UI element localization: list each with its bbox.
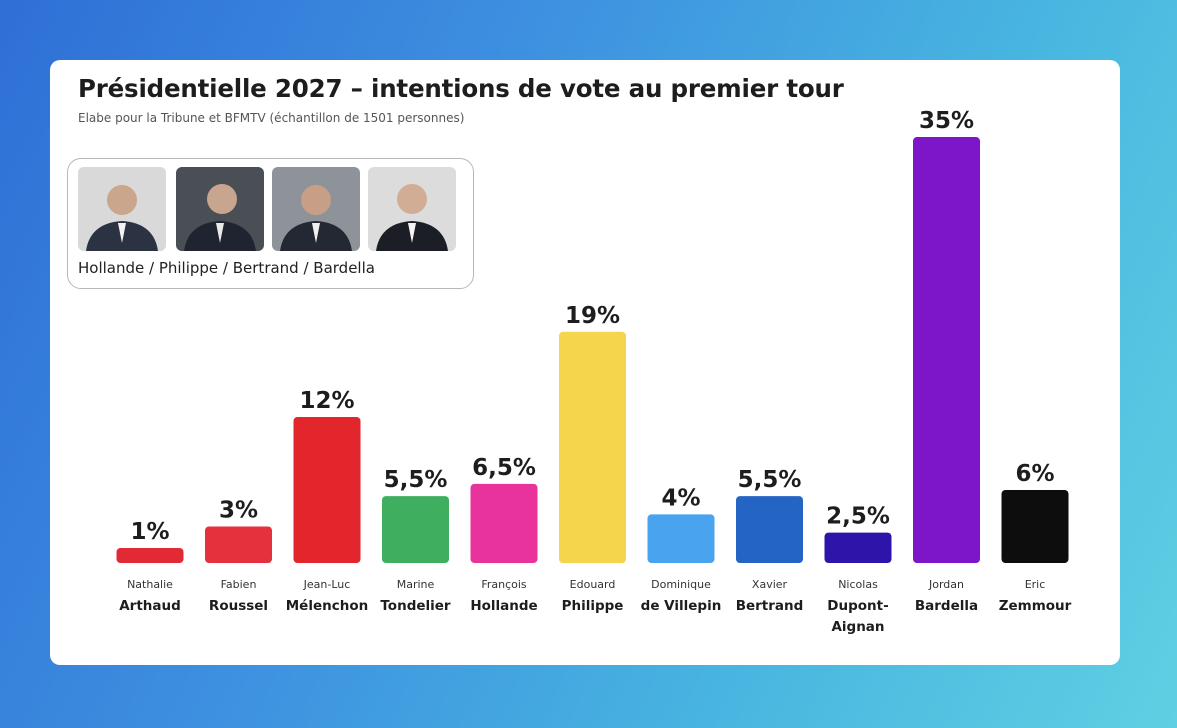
scenario-caption: Hollande / Philippe / Bertrand / Bardell… bbox=[78, 259, 375, 277]
bar-10 bbox=[1001, 489, 1069, 563]
firstname-label-9: Jordan bbox=[928, 578, 964, 591]
bar-0 bbox=[116, 548, 184, 563]
value-label-10: 6% bbox=[1015, 461, 1054, 487]
firstname-label-3: Marine bbox=[397, 578, 435, 591]
bar-chart: 1% Nathalie Arthaud 3% Fabien Roussel 12% Jean-… bbox=[116, 108, 1072, 635]
value-label-9: 35% bbox=[919, 108, 974, 134]
chart-card: Présidentielle 2027 – intentions de vote… bbox=[50, 60, 1120, 665]
value-label-8: 2,5% bbox=[826, 504, 890, 530]
lastname-label-5: Philippe bbox=[562, 598, 624, 614]
value-label-0: 1% bbox=[130, 519, 169, 545]
lastname-label-3: Tondelier bbox=[380, 598, 451, 614]
value-label-7: 5,5% bbox=[738, 467, 802, 493]
lastname-label-4: Hollande bbox=[470, 598, 537, 614]
bar-7 bbox=[736, 496, 803, 563]
lastname-label-10: Zemmour bbox=[999, 598, 1072, 614]
chart-subtitle: Elabe pour la Tribune et BFMTV (échantil… bbox=[78, 111, 465, 125]
firstname-label-2: Jean-Luc bbox=[303, 578, 351, 591]
value-label-2: 12% bbox=[299, 388, 354, 414]
lastname-label-7: Bertrand bbox=[736, 598, 804, 614]
lastname-label-9: Bardella bbox=[915, 598, 978, 614]
portrait-bardella bbox=[368, 167, 456, 251]
firstname-label-5: Edouard bbox=[570, 578, 616, 591]
firstname-label-1: Fabien bbox=[221, 578, 257, 591]
value-label-4: 6,5% bbox=[472, 455, 536, 481]
bar-3 bbox=[382, 496, 449, 563]
firstname-label-7: Xavier bbox=[752, 578, 788, 591]
firstname-label-8: Nicolas bbox=[838, 578, 878, 591]
firstname-label-4: François bbox=[481, 578, 527, 591]
bar-1 bbox=[205, 526, 272, 563]
lastname-label-2: Mélenchon bbox=[286, 598, 368, 614]
value-label-3: 5,5% bbox=[384, 467, 448, 493]
bar-2 bbox=[293, 416, 361, 563]
value-label-5: 19% bbox=[565, 303, 620, 329]
lastname-label-8: Dupont- bbox=[827, 598, 888, 614]
portrait-philippe bbox=[176, 167, 264, 251]
scenario-box: Hollande / Philippe / Bertrand / Bardell… bbox=[67, 158, 474, 289]
chart-title: Présidentielle 2027 – intentions de vote… bbox=[78, 74, 844, 103]
lastname-label-8-1: Aignan bbox=[831, 619, 884, 635]
bar-9 bbox=[913, 137, 980, 564]
lastname-label-0: Arthaud bbox=[119, 598, 181, 614]
firstname-label-6: Dominique bbox=[651, 578, 711, 591]
bar-6 bbox=[647, 514, 715, 563]
lastname-label-1: Roussel bbox=[209, 598, 268, 614]
value-label-1: 3% bbox=[219, 497, 258, 523]
firstname-label-10: Eric bbox=[1025, 578, 1046, 591]
lastname-label-6: de Villepin bbox=[641, 598, 722, 614]
bar-8 bbox=[824, 532, 892, 563]
value-label-6: 4% bbox=[661, 485, 700, 511]
portrait-bertrand bbox=[272, 167, 360, 251]
portrait-hollande bbox=[78, 167, 166, 251]
firstname-label-0: Nathalie bbox=[127, 578, 173, 591]
bar-4 bbox=[470, 483, 538, 563]
bar-5 bbox=[559, 331, 626, 563]
